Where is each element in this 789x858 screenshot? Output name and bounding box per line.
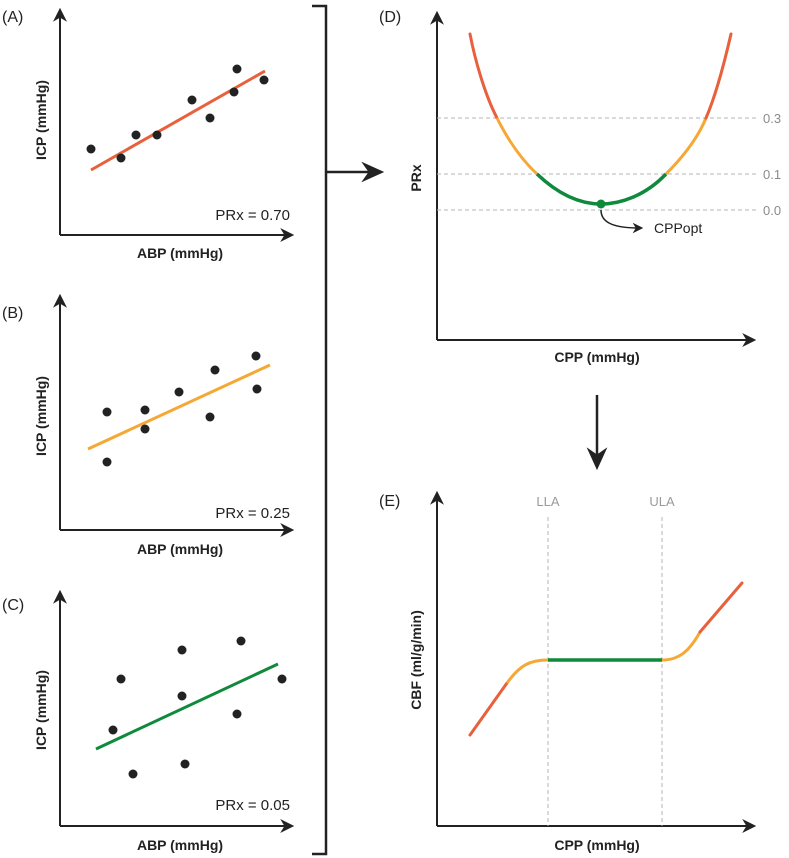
panel-e-curve-red-right (698, 581, 744, 634)
panel-e-y-label: CBF (ml/g/min) (408, 610, 424, 710)
panel-a-point (205, 113, 215, 123)
panel-c-prx-value: PRx = 0.05 (215, 797, 290, 814)
panel-a-y-label: ICP (mmHg) (33, 80, 49, 160)
panel-a-point (229, 87, 239, 97)
panel-c-point (236, 636, 246, 646)
panel-e-curve-orange-right (661, 631, 702, 662)
panel-a-point (152, 130, 162, 140)
panel-b-point (140, 424, 150, 434)
panel-c-label: (C) (2, 597, 24, 614)
panel-a-point (187, 95, 197, 105)
panel-b-point (174, 387, 184, 397)
panel-b-point (140, 405, 150, 415)
panel-d-tick: 0.3 (763, 111, 781, 126)
bracket (312, 4, 328, 856)
panel-b-point (205, 412, 215, 422)
panel-a-label: (A) (2, 9, 23, 26)
panel-b-point (252, 384, 262, 394)
panel-c-y-label: ICP (mmHg) (33, 670, 49, 750)
panel-e-curve-orange-left (505, 658, 549, 684)
panel-b-x-label: ABP (mmHg) (137, 541, 223, 557)
panel-c-point (277, 674, 287, 684)
panel-e: (E) CBF (ml/g/min) CPP (mmHg) LLA ULA (379, 490, 757, 853)
panel-a-point (259, 75, 269, 85)
panel-e-curve-red-left (468, 681, 509, 737)
panel-b-point (102, 407, 112, 417)
panel-d-x-label: CPP (mmHg) (554, 349, 639, 365)
panel-e-ula-label: ULA (649, 494, 675, 509)
panel-e-label: (E) (379, 493, 400, 510)
panel-d-curve-orange-left (495, 117, 539, 176)
panel-e-lla-label: LLA (536, 494, 559, 509)
panel-d-annotation: CPPopt (654, 220, 702, 236)
panel-b-point (210, 365, 220, 375)
panel-b-point (251, 351, 261, 361)
panel-e-x-label: CPP (mmHg) (554, 837, 639, 853)
panel-d-curve-red-right (704, 32, 733, 120)
panel-d-curve-green (535, 172, 668, 206)
panel-b-prx-value: PRx = 0.25 (215, 505, 290, 522)
panel-d: (D) PRx CPP (mmHg) 0.3 0.1 0.0 CPPopt (379, 9, 781, 365)
panel-c: (C) ICP (mmHg) ABP (mmHg) PRx = 0.05 (2, 589, 295, 853)
panel-d-optimum-point (596, 199, 606, 209)
connector (312, 4, 608, 856)
panel-d-curve-red-left (468, 32, 499, 120)
panel-a-fit-line (90, 69, 266, 172)
panel-a-prx-value: PRx = 0.70 (215, 207, 290, 224)
panel-d-curve-orange-right (664, 117, 708, 176)
panel-a-point (232, 64, 242, 74)
panel-b-y-label: ICP (mmHg) (33, 376, 49, 456)
panel-b-label: (B) (2, 305, 23, 322)
panel-c-point (177, 691, 187, 701)
panel-a-point (116, 153, 126, 163)
panel-d-label: (D) (379, 9, 401, 26)
panel-a: (A) ICP (mmHg) ABP (mmHg) PRx = 0.70 (2, 7, 295, 261)
panel-a-point (131, 130, 141, 140)
panel-c-point (108, 725, 118, 735)
panel-c-point (180, 759, 190, 769)
panel-d-tick: 0.0 (763, 203, 781, 218)
panel-a-point (86, 144, 96, 154)
panel-a-x-label: ABP (mmHg) (137, 245, 223, 261)
panel-d-tick: 0.1 (763, 167, 781, 182)
panel-c-point (177, 645, 187, 655)
panel-c-fit-line (95, 662, 279, 751)
panel-c-point (116, 674, 126, 684)
panel-b-point (102, 457, 112, 467)
panel-b-fit-line (87, 363, 271, 451)
panel-c-point (232, 709, 242, 719)
panel-b: (B) ICP (mmHg) ABP (mmHg) PRx = 0.25 (2, 293, 295, 557)
panel-d-annotation-arrow (600, 209, 644, 234)
panel-c-x-label: ABP (mmHg) (137, 837, 223, 853)
panel-c-point (128, 769, 138, 779)
panel-d-y-label: PRx (408, 164, 424, 191)
